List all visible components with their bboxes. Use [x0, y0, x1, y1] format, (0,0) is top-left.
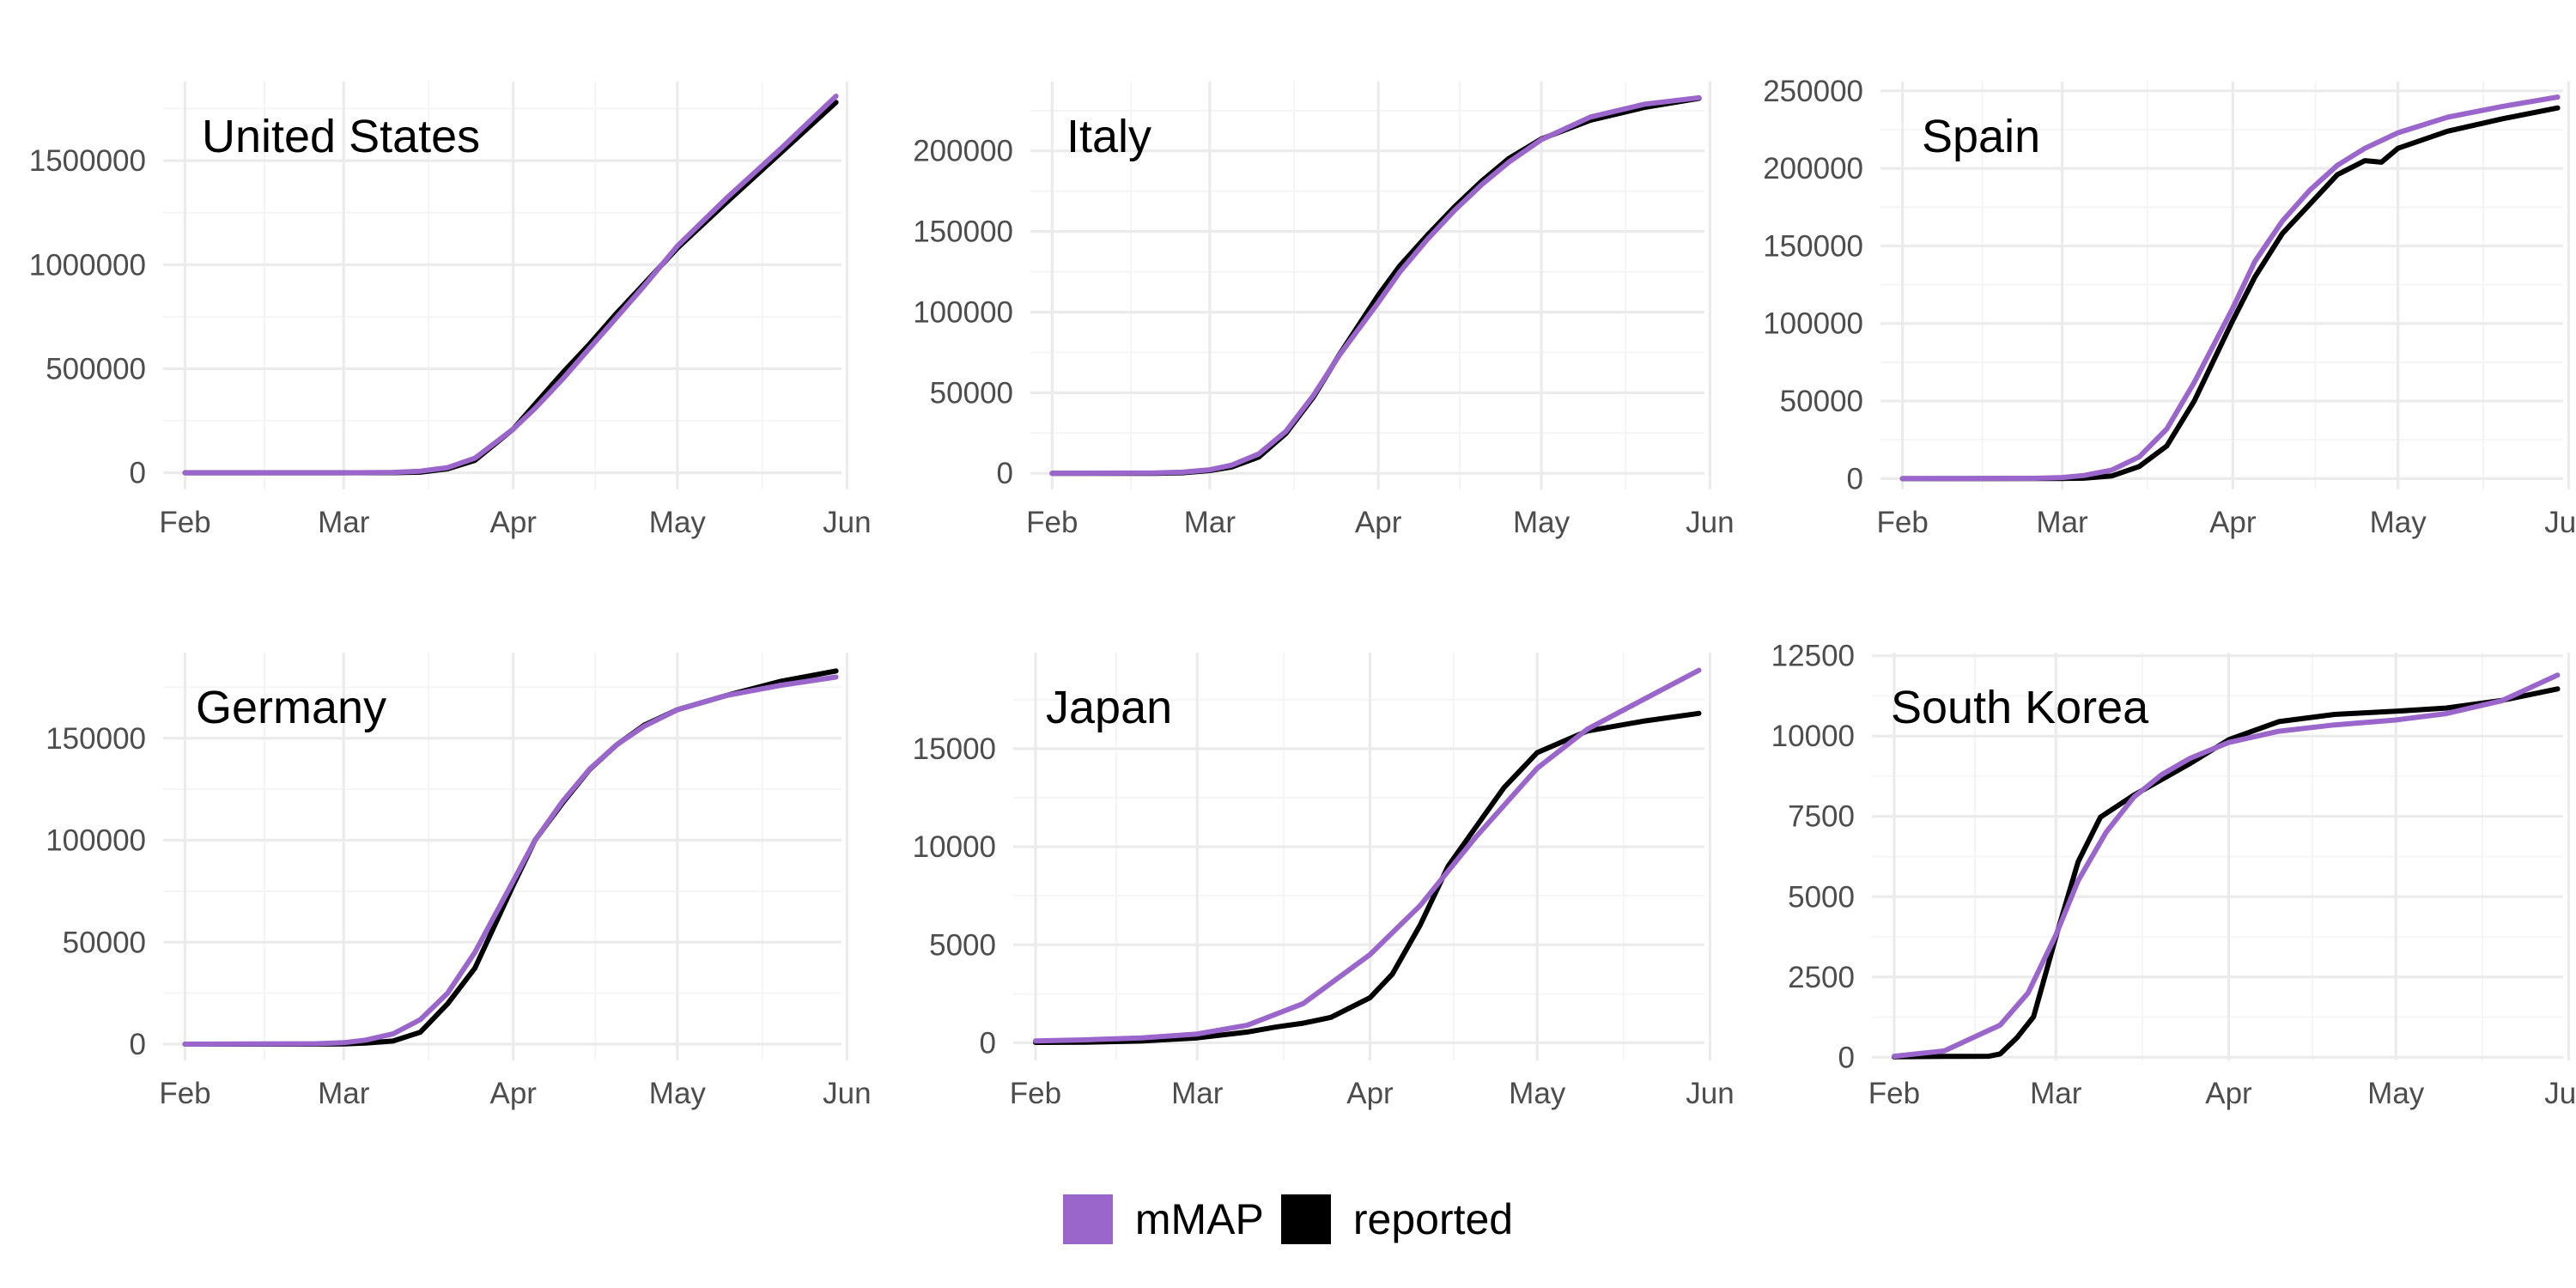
y-tick-label: 50000	[930, 376, 1013, 410]
y-tick-label: 0	[980, 1026, 996, 1060]
y-tick-label: 0	[1847, 462, 1863, 495]
x-tick-label: Feb	[1876, 506, 1928, 539]
y-tick-label: 100000	[1763, 307, 1863, 341]
y-tick-label: 2500	[1788, 961, 1855, 994]
y-tick-label: 100000	[46, 824, 146, 858]
series-line-mmap	[1049, 94, 1702, 477]
y-tick-label: 5000	[929, 928, 996, 962]
x-tick-label: Apr	[490, 1077, 538, 1110]
x-tick-label: Jun	[2544, 1077, 2576, 1110]
x-tick-label: Apr	[1346, 1077, 1394, 1110]
x-tick-label: Feb	[1868, 1077, 1920, 1110]
x-tick-label: Jun	[823, 1077, 871, 1110]
y-tick-label: 1000000	[29, 248, 146, 282]
x-tick-label: Feb	[1010, 1077, 1061, 1110]
panel-title: Japan	[1046, 682, 1172, 733]
legend-label-reported: reported	[1352, 1195, 1514, 1243]
x-tick-label: Mar	[318, 1077, 370, 1110]
x-tick-label: Jun	[1686, 1077, 1734, 1110]
x-tick-label: May	[1513, 506, 1571, 539]
y-tick-label: 1500000	[29, 144, 146, 178]
x-tick-label: Feb	[159, 506, 210, 539]
legend: mMAP reported	[0, 1185, 2576, 1254]
y-tick-label: 100000	[913, 295, 1013, 329]
y-tick-label: 0	[1838, 1041, 1855, 1074]
panel-spain: Feb Mar Apr May Jun 0 50000 100000 150000 200000 2…	[1763, 75, 2576, 539]
y-tick-label: 150000	[1763, 229, 1863, 263]
x-tick-label: Apr	[1355, 506, 1402, 539]
series-line-mmap	[1899, 94, 2561, 482]
series-line-mmap	[182, 674, 839, 1047]
legend-label-mmap: mMAP	[1134, 1195, 1264, 1243]
series-line-mmap	[182, 94, 839, 476]
y-tick-label: 0	[130, 1028, 146, 1061]
y-tick-label: 200000	[913, 135, 1013, 168]
x-tick-label: Jun	[2544, 506, 2576, 539]
panel-japan: Feb Mar Apr May Jun 0 5000 10000 15000 Japan	[913, 653, 1735, 1110]
panel-south-korea: Feb Mar Apr May Jun 0 2500 5000 7500 10000 12500 So…	[1771, 640, 2576, 1110]
x-tick-label: May	[649, 1077, 707, 1110]
panel-title: South Korea	[1891, 682, 2149, 733]
y-tick-label: 500000	[46, 352, 146, 386]
x-tick-label: Jun	[1686, 506, 1734, 539]
series-line-mmap	[1033, 667, 1702, 1044]
legend-key-reported	[1280, 1194, 1331, 1244]
panel-title: Spain	[1922, 111, 2040, 162]
legend-item-reported: reported	[1280, 1194, 1514, 1244]
y-tick-label: 15000	[913, 732, 996, 766]
x-tick-label: Feb	[1026, 506, 1078, 539]
y-tick-label: 12500	[1771, 640, 1855, 673]
y-tick-label: 10000	[913, 830, 996, 864]
x-tick-label: Mar	[2036, 506, 2088, 539]
x-tick-label: May	[2370, 506, 2427, 539]
y-tick-label: 7500	[1788, 800, 1855, 834]
y-tick-label: 150000	[46, 722, 146, 756]
y-tick-label: 0	[997, 457, 1013, 490]
x-tick-label: Mar	[1184, 506, 1236, 539]
y-tick-label: 200000	[1763, 152, 1863, 185]
panel-italy: Feb Mar Apr May Jun 0 50000 100000 150000 200000 I…	[913, 82, 1735, 539]
panel-title: United States	[202, 111, 480, 162]
series-line-reported	[1033, 710, 1702, 1045]
x-tick-label: Mar	[1171, 1077, 1224, 1110]
x-tick-label: Mar	[318, 506, 370, 539]
x-tick-label: Feb	[159, 1077, 210, 1110]
x-tick-label: May	[1509, 1077, 1566, 1110]
panel-germany: Feb Mar Apr May Jun 0 50000 100000 150000 Germany	[46, 653, 872, 1110]
y-tick-label: 10000	[1771, 720, 1855, 753]
x-tick-label: Apr	[490, 506, 538, 539]
x-tick-label: May	[2367, 1077, 2425, 1110]
panel-united-states: Feb Mar Apr May Jun 0 500000 1000000 1500000 Unit…	[29, 82, 872, 539]
y-tick-label: 0	[130, 457, 146, 490]
panel-title: Germany	[196, 682, 386, 733]
y-tick-label: 5000	[1788, 880, 1855, 914]
x-tick-label: Apr	[2205, 1077, 2252, 1110]
y-tick-label: 50000	[63, 926, 146, 959]
y-tick-label: 250000	[1763, 75, 1863, 108]
x-tick-label: Jun	[823, 506, 871, 539]
x-tick-label: Apr	[2209, 506, 2257, 539]
x-tick-label: Mar	[2030, 1077, 2082, 1110]
legend-key-mmap	[1062, 1194, 1113, 1244]
y-tick-label: 50000	[1780, 385, 1863, 418]
y-tick-label: 150000	[913, 216, 1013, 249]
panel-title: Italy	[1066, 111, 1151, 162]
x-tick-label: May	[649, 506, 707, 539]
series-line-mmap	[1892, 672, 2561, 1060]
series-line-reported	[1899, 105, 2561, 482]
legend-item-mmap: mMAP	[1062, 1194, 1264, 1244]
